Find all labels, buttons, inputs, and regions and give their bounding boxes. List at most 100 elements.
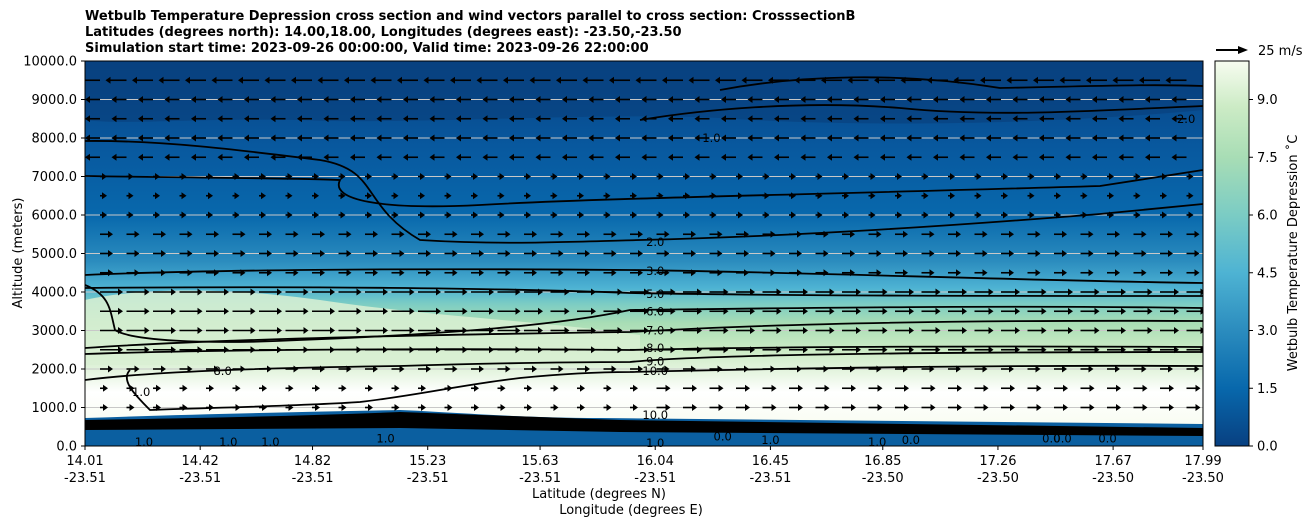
wind-vector-head xyxy=(829,288,835,296)
wind-vector-head xyxy=(988,307,994,315)
wind-vector-head xyxy=(558,365,564,373)
wind-vector-head xyxy=(234,211,240,219)
wind-vector-head xyxy=(632,211,637,219)
wind-vector-head xyxy=(903,250,908,257)
wind-vector-head xyxy=(588,96,594,103)
wind-vector-head xyxy=(420,173,425,180)
wind-vector-head xyxy=(164,115,170,123)
wind-vector-head xyxy=(234,192,240,200)
wind-vector-head xyxy=(156,384,161,392)
quiver-key: 25 m/s xyxy=(1216,44,1303,59)
wind-vector-head xyxy=(161,230,166,238)
wind-vector-head xyxy=(532,365,537,373)
wind-vector-head xyxy=(856,327,861,334)
wind-vector-head xyxy=(747,96,753,103)
wind-vector-head xyxy=(664,230,670,238)
wind-vector-head xyxy=(558,269,564,277)
x-tick-label-lon: -23.51 xyxy=(749,471,791,486)
x-tick-label-lat: 14.01 xyxy=(66,454,103,469)
wind-vector-head xyxy=(553,384,559,392)
wind-vector-head xyxy=(853,96,859,103)
wind-vector-head xyxy=(685,211,690,219)
wind-vector-head xyxy=(394,404,400,411)
wind-vector-head xyxy=(986,96,991,103)
wind-vector-head xyxy=(800,153,806,161)
wind-vector-head xyxy=(876,250,882,257)
wind-vector-head xyxy=(717,250,723,257)
wind-vector-head xyxy=(558,250,564,257)
wind-vector-head xyxy=(1115,365,1120,373)
wind-vector-head xyxy=(933,115,938,123)
wind-vector-head xyxy=(426,365,431,373)
wind-vector-head xyxy=(527,384,532,392)
y-tick-label: 5000.0 xyxy=(32,247,78,262)
wind-vector-head xyxy=(552,192,558,200)
wind-vector-head xyxy=(564,307,570,315)
wind-vector-head xyxy=(503,76,508,84)
wind-vector-head xyxy=(315,404,320,411)
wind-vector-head xyxy=(827,134,832,142)
wind-vector-head xyxy=(505,365,511,373)
wind-vector-head xyxy=(250,307,256,315)
wind-vector-head xyxy=(482,96,488,103)
wind-vector-head xyxy=(1015,307,1020,315)
wind-vector-head xyxy=(929,250,935,257)
wind-vector-head xyxy=(923,173,929,180)
wind-vector-head xyxy=(397,76,402,84)
wind-vector-head xyxy=(668,115,673,123)
wind-vector-head xyxy=(505,230,511,238)
wind-vector-head xyxy=(923,192,929,200)
wind-vector-head xyxy=(323,134,329,142)
wind-vector-head xyxy=(303,307,309,315)
y-tick-label: 6000.0 xyxy=(32,209,78,224)
wind-vector-head xyxy=(197,288,203,296)
wind-vector-head xyxy=(291,76,296,84)
wind-vector-head xyxy=(1171,134,1177,142)
wind-vector-head xyxy=(367,192,372,200)
wind-vector-head xyxy=(933,153,938,161)
wind-vector-head xyxy=(423,76,429,84)
wind-vector-head xyxy=(591,307,596,315)
wind-vector-head xyxy=(897,192,902,200)
wind-vector-head xyxy=(118,346,123,354)
wind-vector-head xyxy=(823,250,829,257)
wind-vector-head xyxy=(191,153,196,161)
wind-vector-head xyxy=(208,192,213,200)
wind-vector-head xyxy=(155,192,160,200)
x-tick-label-lon: -23.50 xyxy=(862,471,904,486)
wind-vector-head xyxy=(314,192,319,200)
x-tick-label-lat: 14.82 xyxy=(294,454,331,469)
wind-vector-head xyxy=(976,211,982,219)
wind-vector-head xyxy=(509,134,514,142)
wind-vector-head xyxy=(744,250,749,257)
wind-vector-head xyxy=(346,230,352,238)
wind-vector-head xyxy=(489,288,494,296)
wind-vector-head xyxy=(1092,115,1097,123)
wind-vector-head xyxy=(1168,250,1173,257)
wind-vector-head xyxy=(605,192,611,200)
wind-vector-head xyxy=(1162,192,1167,200)
x-tick-label-lat: 16.04 xyxy=(637,454,674,469)
wind-vector-head xyxy=(741,76,747,84)
wind-vector-head xyxy=(482,115,488,123)
wind-vector-head xyxy=(320,230,325,238)
wind-vector-head xyxy=(474,384,479,392)
wind-vector-head xyxy=(844,192,849,200)
title-line-3: Simulation start time: 2023-09-26 00:00:… xyxy=(85,41,649,56)
wind-vector-head xyxy=(129,384,135,392)
wind-vector-head xyxy=(111,153,117,161)
wind-vector-head xyxy=(1086,76,1091,84)
y-tick-label: 3000.0 xyxy=(32,324,78,339)
x-tick-label-lat: 15.23 xyxy=(409,454,446,469)
wind-vector-head xyxy=(1118,134,1124,142)
wind-vector-head xyxy=(217,134,223,142)
wind-vector-head xyxy=(532,230,537,238)
wind-vector-head xyxy=(906,153,912,161)
x-axis-label-latitude: Latitude (degrees N) xyxy=(532,487,666,502)
wind-vector-head xyxy=(1094,327,1100,334)
wind-vector-head xyxy=(829,307,835,315)
contour-label: 1.0 xyxy=(761,433,779,447)
wind-vector-head xyxy=(462,288,468,296)
wind-vector-head xyxy=(750,307,755,315)
wind-vector-head xyxy=(1010,384,1015,392)
